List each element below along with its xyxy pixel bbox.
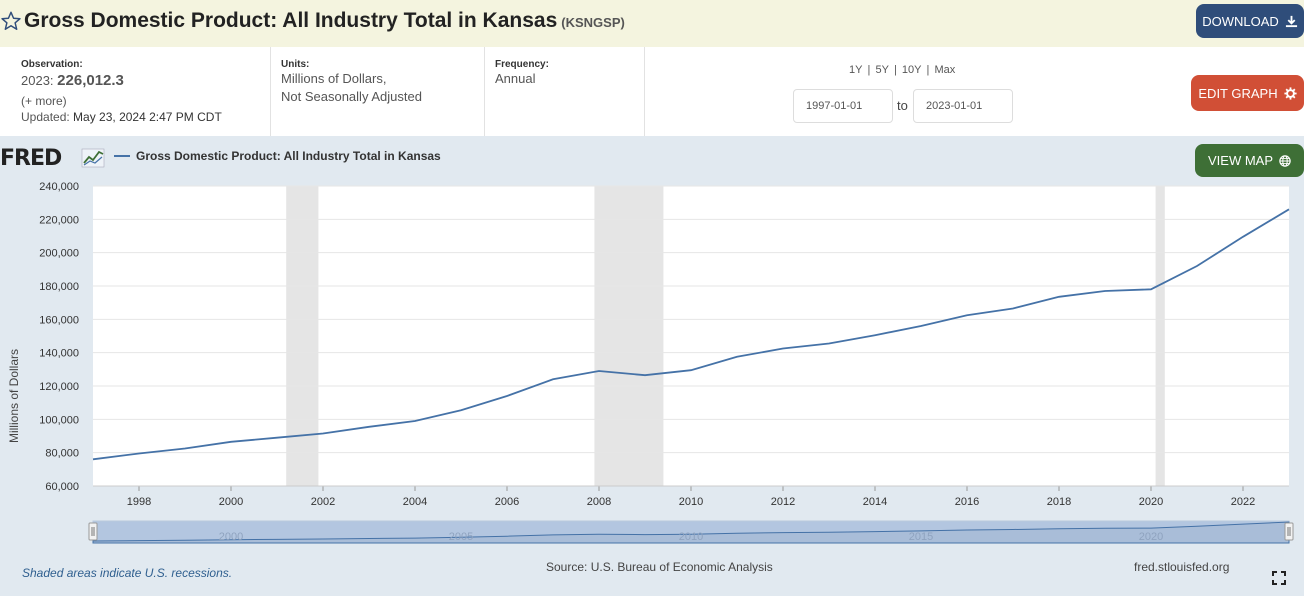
series-title: Gross Domestic Product: All Industry Tot…: [24, 9, 558, 32]
range-5y[interactable]: 5Y: [875, 64, 889, 76]
y-tick-label: 200,000: [39, 248, 79, 260]
navigator-handle[interactable]: [1284, 522, 1294, 541]
x-tick-label: 1998: [127, 496, 151, 508]
y-axis-label: Millions of Dollars: [7, 349, 21, 443]
range-separator: |: [893, 64, 897, 76]
plot-background: [93, 186, 1289, 486]
source-note: Source: U.S. Bureau of Economic Analysis: [546, 560, 773, 574]
more-link[interactable]: (+ more): [21, 94, 67, 108]
start-date-input[interactable]: 1997-01-01: [793, 89, 893, 123]
units-line2: Not Seasonally Adjusted: [281, 89, 422, 104]
y-tick-label: 100,000: [39, 414, 79, 426]
y-tick-label: 80,000: [45, 448, 79, 460]
fred-logo: FRED: [0, 146, 105, 170]
gdp-line-chart: 60,000 80,000 100,000 120,000 140,000 160,000…: [7, 181, 1294, 544]
units-line1: Millions of Dollars,: [281, 71, 387, 86]
y-tick-label: 180,000: [39, 281, 79, 293]
series-code: (KSNGSP): [561, 15, 625, 30]
navigator-label: 2020: [1139, 531, 1163, 543]
legend-series-name: Gross Domestic Product: All Industry Tot…: [136, 149, 441, 163]
title-bar: Gross Domestic Product: All Industry Tot…: [0, 0, 1304, 47]
navigator-handle[interactable]: [88, 522, 98, 541]
range-separator: |: [867, 64, 871, 76]
x-tick-label: 2010: [679, 496, 703, 508]
x-tick-label: 2000: [219, 496, 243, 508]
y-tick-label: 240,000: [39, 181, 79, 193]
x-tick-label: 2016: [955, 496, 979, 508]
x-tick-label: 2020: [1139, 496, 1163, 508]
view-map-button[interactable]: VIEW MAP: [1195, 144, 1304, 177]
recession-shade: [1155, 186, 1165, 486]
frequency-label: Frequency:: [495, 59, 549, 70]
site-link[interactable]: fred.stlouisfed.org: [1134, 560, 1230, 574]
x-tick-label: 2006: [495, 496, 519, 508]
observation-period: 2023:: [21, 73, 54, 88]
range-10y[interactable]: 10Y: [901, 64, 922, 76]
globe-icon: [1279, 154, 1291, 167]
frequency-value: Annual: [495, 71, 536, 86]
x-tick-label: 2002: [311, 496, 335, 508]
x-tick-label: 2004: [403, 496, 427, 508]
svg-text:FRED: FRED: [0, 146, 62, 170]
units-panel: Units: Millions of Dollars, Not Seasonal…: [271, 47, 485, 136]
download-label: DOWNLOAD: [1202, 13, 1279, 29]
download-icon: [1285, 15, 1297, 27]
edit-graph-button[interactable]: EDIT GRAPH: [1191, 75, 1304, 111]
recession-note: Shaded areas indicate U.S. recessions.: [22, 566, 233, 580]
observation-line: 2023: 226,012.3: [21, 72, 124, 90]
y-tick-label: 140,000: [39, 348, 79, 360]
updated-value: May 23, 2024 2:47 PM CDT: [73, 110, 222, 124]
y-tick-label: 120,000: [39, 381, 79, 393]
star-icon[interactable]: [0, 8, 22, 34]
x-tick-label: 2014: [863, 496, 887, 508]
range-1y[interactable]: 1Y: [849, 64, 863, 76]
x-tick-label: 2012: [771, 496, 795, 508]
view-map-label: VIEW MAP: [1207, 153, 1273, 168]
edit-graph-label: EDIT GRAPH: [1198, 85, 1278, 101]
x-tick-label: 2022: [1231, 496, 1255, 508]
navigator-series: [92, 521, 1290, 544]
range-links: 1Y | 5Y | 10Y | Max: [848, 64, 956, 76]
legend-swatch: [114, 155, 130, 157]
x-tick-label: 2008: [587, 496, 611, 508]
y-tick-label: 220,000: [39, 214, 79, 226]
date-to-label: to: [897, 98, 908, 113]
observation-panel: Observation: 2023: 226,012.3 (+ more) Up…: [0, 47, 271, 136]
range-separator: |: [926, 64, 930, 76]
units-label: Units:: [281, 59, 310, 70]
page-title: Gross Domestic Product: All Industry Tot…: [24, 9, 625, 33]
x-tick-label: 2018: [1047, 496, 1071, 508]
chart-legend: Gross Domestic Product: All Industry Tot…: [114, 149, 441, 163]
fullscreen-icon[interactable]: [1272, 571, 1286, 585]
gear-icon: [1284, 86, 1297, 100]
observation-value: 226,012.3: [57, 72, 124, 89]
y-tick-label: 60,000: [45, 481, 79, 493]
end-date-input[interactable]: 2023-01-01: [913, 89, 1013, 123]
navigator-label: 2005: [449, 531, 473, 543]
recession-shade: [286, 186, 319, 486]
range-max[interactable]: Max: [934, 64, 956, 76]
y-tick-label: 160,000: [39, 314, 79, 326]
updated-label: Updated:: [21, 110, 70, 124]
observation-label: Observation:: [21, 59, 83, 70]
navigator-label: 2010: [679, 531, 703, 543]
series-line: [92, 208, 1290, 461]
navigator-label: 2015: [909, 531, 933, 543]
frequency-panel: Frequency: Annual: [485, 47, 645, 136]
navigator-label: 2000: [219, 531, 243, 543]
updated-line: Updated: May 23, 2024 2:47 PM CDT: [21, 108, 222, 126]
recession-shade: [594, 186, 664, 486]
download-button[interactable]: DOWNLOAD: [1196, 4, 1304, 38]
